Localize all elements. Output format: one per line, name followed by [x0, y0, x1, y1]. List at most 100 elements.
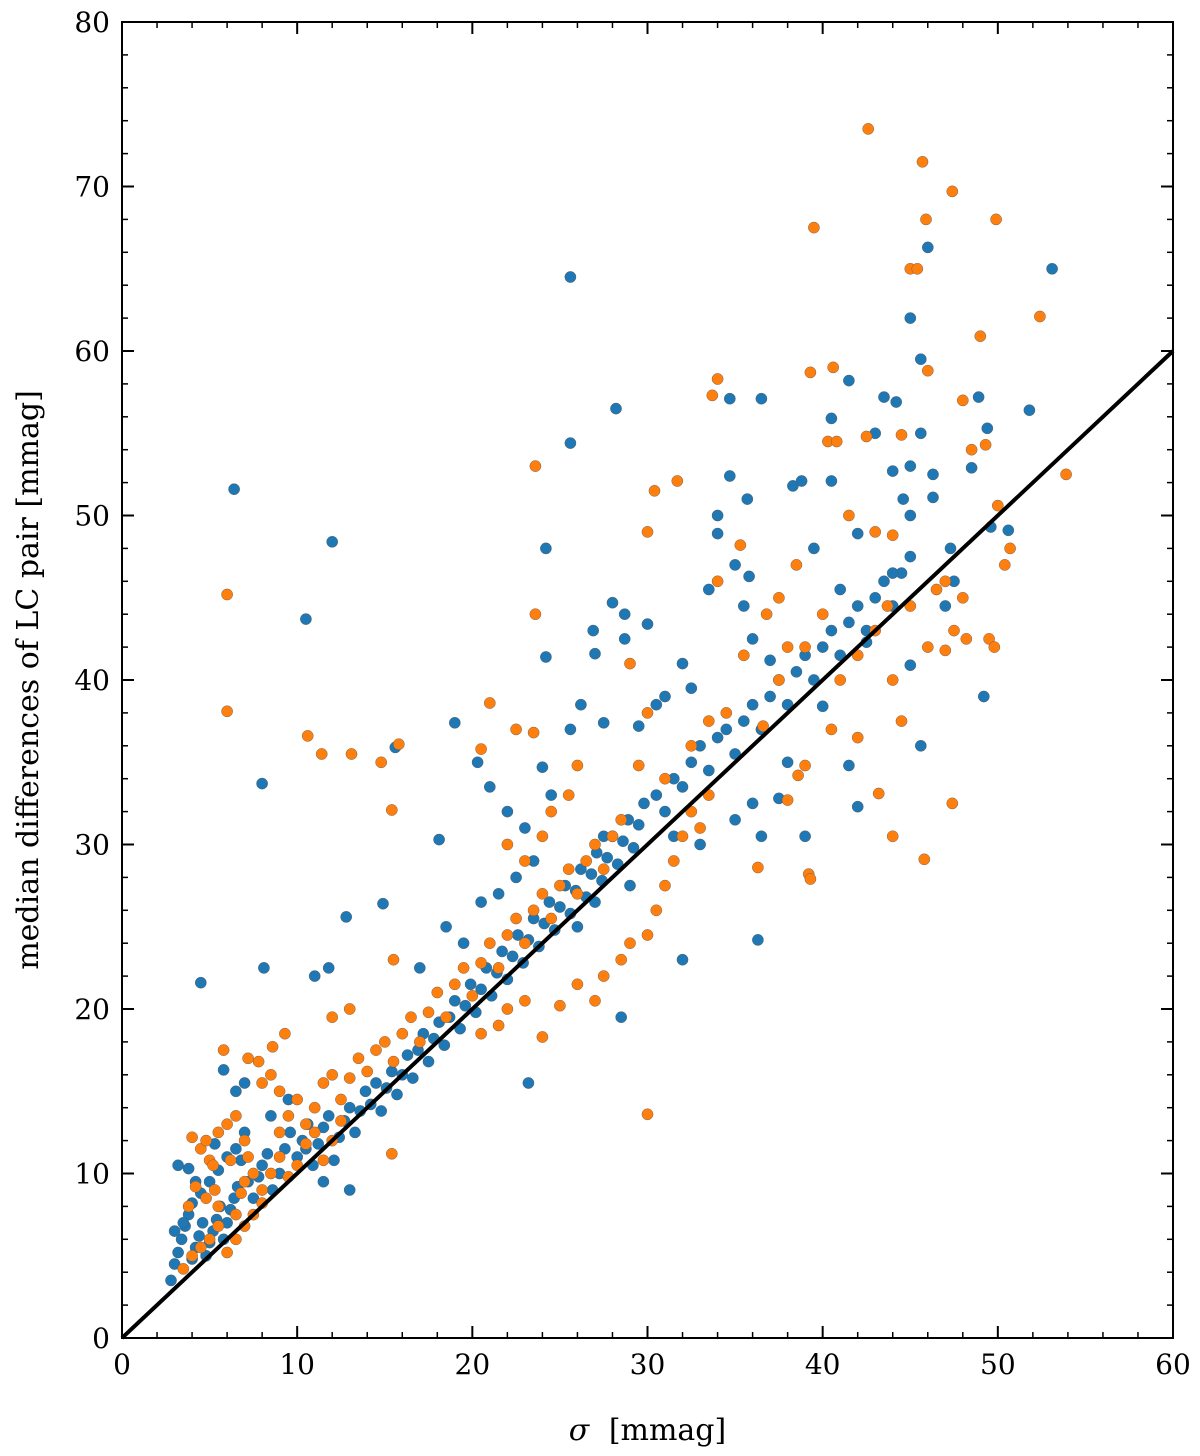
- scatter-point-series-2: [554, 879, 566, 892]
- scatter-point-series-2: [224, 1154, 237, 1167]
- scatter-point-series-2: [562, 863, 575, 876]
- scatter-point-series-2: [792, 769, 804, 782]
- scatter-point-series-2: [545, 805, 558, 818]
- y-tick-label: 60: [74, 335, 110, 368]
- scatter-point-series-1: [851, 600, 864, 612]
- scatter-point-series-2: [624, 937, 636, 950]
- scatter-point-series-2: [571, 978, 584, 991]
- scatter-point-series-2: [252, 1055, 265, 1068]
- scatter-point-series-2: [510, 912, 522, 925]
- scatter-point-series-2: [641, 929, 654, 941]
- scatter-point-series-2: [825, 723, 838, 736]
- scatter-point-series-2: [650, 904, 663, 917]
- scatter-point-series-1: [724, 470, 736, 482]
- scatter-point-series-1: [904, 659, 917, 672]
- scatter-point-series-2: [413, 1036, 426, 1048]
- scatter-point-series-2: [392, 738, 405, 751]
- scatter-point-series-1: [886, 465, 899, 477]
- scatter-point-series-2: [221, 705, 233, 718]
- scatter-point-series-1: [790, 666, 803, 678]
- scatter-point-series-1: [816, 700, 829, 713]
- scatter-point-series-1: [746, 797, 759, 810]
- scatter-point-series-1: [172, 1246, 184, 1259]
- scatter-point-series-1: [618, 633, 631, 645]
- scatter-point-series-1: [597, 717, 610, 729]
- scatter-point-series-2: [335, 1115, 347, 1127]
- scatter-point-series-2: [974, 330, 987, 343]
- scatter-point-series-2: [519, 995, 531, 1007]
- scatter-point-series-2: [843, 509, 855, 522]
- scatter-point-series-1: [746, 633, 759, 645]
- scatter-point-series-1: [764, 690, 776, 703]
- scatter-point-series-2: [703, 715, 715, 727]
- scatter-point-series-1: [279, 1143, 291, 1155]
- scatter-point-series-2: [624, 657, 636, 670]
- scatter-point-series-2: [475, 957, 487, 969]
- scatter-point-series-2: [217, 1044, 230, 1056]
- scatter-point-series-1: [615, 1011, 628, 1024]
- scatter-point-series-1: [878, 391, 890, 403]
- x-tick-label: 50: [980, 1348, 1016, 1381]
- scatter-point-series-1: [406, 1072, 419, 1084]
- scatter-point-series-1: [536, 761, 549, 774]
- scatter-point-series-1: [359, 1085, 372, 1098]
- scatter-point-series-1: [915, 427, 927, 440]
- x-axis-label-symbol: σ: [569, 1413, 591, 1448]
- scatter-point-series-2: [385, 1148, 398, 1160]
- scatter-point-series-2: [960, 633, 973, 645]
- scatter-point-series-1: [1002, 524, 1015, 537]
- scatter-point-series-1: [575, 698, 587, 711]
- scatter-point-series-2: [632, 759, 645, 772]
- scatter-point-series-2: [757, 720, 769, 732]
- scatter-point-series-2: [895, 715, 908, 727]
- scatter-point-series-1: [746, 698, 759, 711]
- scatter-point-series-2: [804, 873, 817, 885]
- scatter-point-series-2: [326, 1011, 339, 1024]
- scatter-point-series-2: [440, 1011, 452, 1024]
- scatter-point-series-2: [194, 1143, 207, 1155]
- y-tick-label: 80: [74, 6, 110, 39]
- scatter-point-series-1: [659, 805, 671, 818]
- scatter-point-series-2: [790, 559, 803, 571]
- reference-line: [120, 349, 1175, 1340]
- scatter-point-series-1: [564, 723, 577, 736]
- scatter-point-series-1: [816, 641, 829, 653]
- scatter-point-series-1: [258, 962, 270, 974]
- scatter-point-series-2: [387, 1055, 400, 1068]
- scatter-point-series-1: [659, 690, 671, 703]
- scatter-point-series-1: [650, 698, 663, 711]
- scatter-point-series-1: [904, 550, 917, 563]
- scatter-point-series-2: [979, 438, 992, 451]
- scatter-point-series-1: [483, 781, 496, 793]
- scatter-point-series-2: [385, 804, 398, 816]
- scatter-point-series-1: [694, 838, 706, 851]
- scatter-point-series-1: [506, 950, 519, 963]
- scatter-point-series-2: [711, 575, 724, 588]
- scatter-point-series-2: [886, 529, 899, 542]
- scatter-point-series-1: [851, 800, 864, 813]
- scatter-point-series-1: [618, 608, 631, 621]
- scatter-point-series-1: [459, 999, 472, 1012]
- scatter-point-series-2: [536, 1031, 549, 1043]
- scatter-point-series-2: [554, 999, 566, 1012]
- scatter-point-series-2: [862, 123, 875, 135]
- scatter-point-series-2: [361, 1065, 374, 1078]
- scatter-point-series-1: [904, 460, 917, 472]
- scatter-point-series-1: [927, 468, 939, 481]
- y-tick-label: 0: [92, 1322, 110, 1355]
- scatter-point-series-2: [343, 1072, 356, 1084]
- scatter-point-series-2: [186, 1131, 198, 1144]
- scatter-point-series-2: [668, 855, 680, 867]
- scatter-point-series-2: [375, 756, 388, 769]
- scatter-point-series-1: [370, 1077, 382, 1089]
- scatter-point-series-2: [301, 730, 314, 742]
- scatter-point-series-1: [300, 613, 312, 625]
- scatter-point-series-2: [773, 592, 785, 604]
- scatter-point-series-1: [904, 509, 917, 522]
- scatter-point-series-2: [920, 213, 932, 226]
- scatter-point-series-2: [448, 978, 461, 991]
- scatter-point-series-1: [676, 657, 689, 670]
- scatter-point-series-1: [308, 970, 321, 982]
- scatter-point-series-1: [606, 596, 619, 609]
- scatter-point-series-2: [326, 1069, 339, 1081]
